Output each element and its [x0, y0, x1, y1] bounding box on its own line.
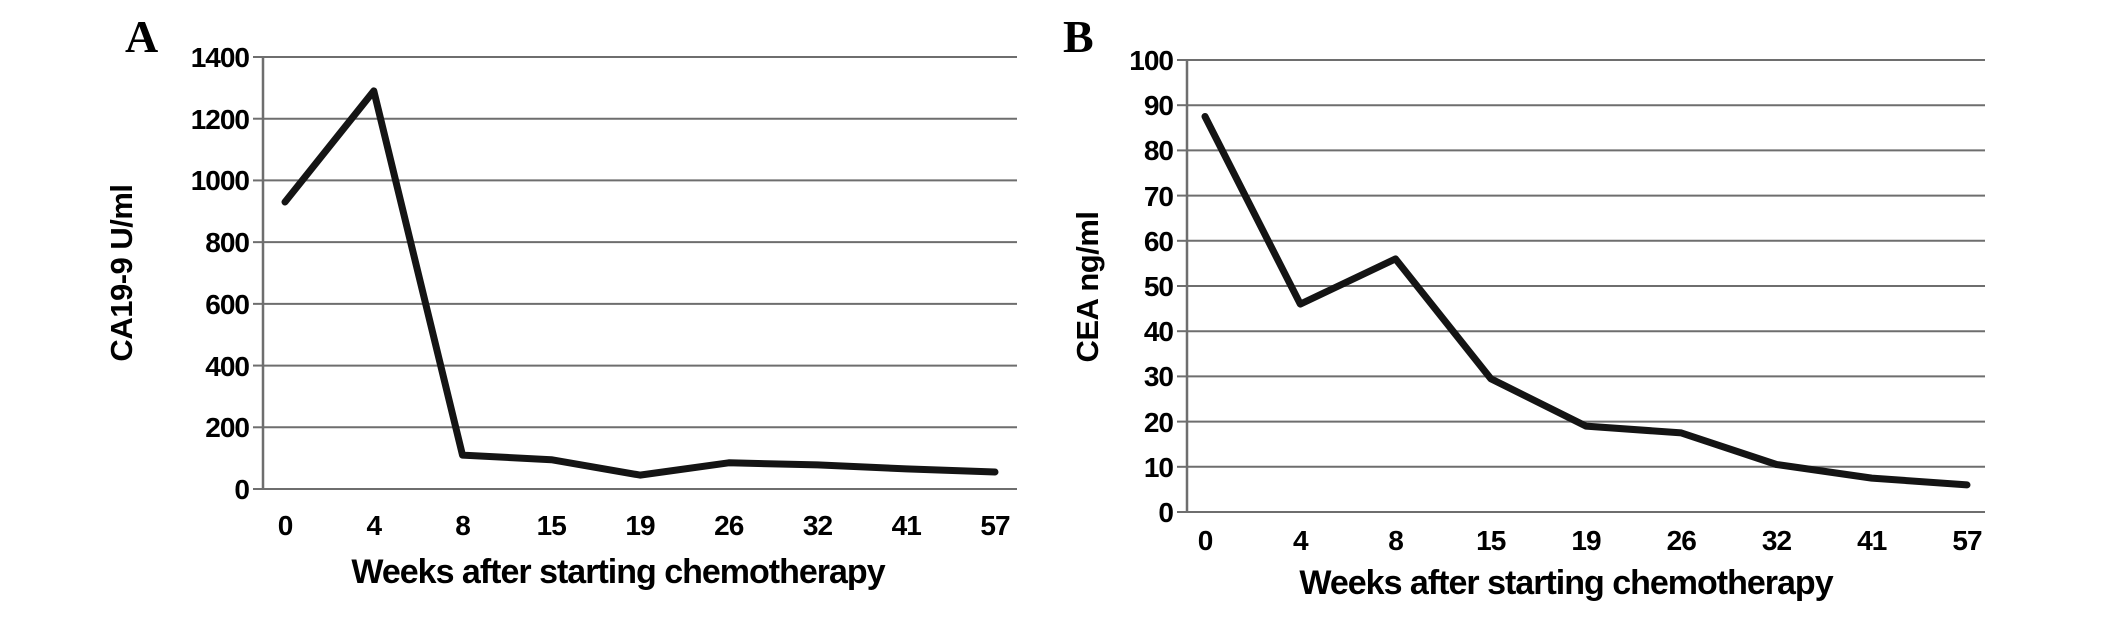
- y-tick-label: 90: [1143, 90, 1174, 122]
- panel-a-letter: A: [125, 11, 159, 62]
- x-tick-label: 15: [1476, 525, 1506, 556]
- x-axis-title-a: Weeks after starting chemotherapy: [351, 553, 885, 591]
- x-tick-label: 41: [891, 510, 922, 541]
- x-tick-label: 8: [1388, 525, 1404, 556]
- y-tick-label: 50: [1143, 271, 1174, 302]
- y-tick-label: 0: [1158, 497, 1174, 528]
- y-tick-label: 800: [205, 227, 250, 259]
- y-tick-label: 1200: [190, 103, 250, 135]
- series-line-b: [1201, 113, 1971, 489]
- x-tick-label: 19: [1571, 525, 1601, 556]
- x-tick-label: 19: [625, 510, 655, 541]
- x-tick-label: 57: [980, 510, 1010, 541]
- x-tick-label: 26: [714, 510, 744, 541]
- x-tick-label: 4: [366, 510, 382, 541]
- panel-b-letter: B: [1063, 11, 1094, 62]
- y-tick-label: 70: [1143, 180, 1174, 212]
- y-tick-label: 80: [1143, 135, 1174, 167]
- x-tick-label: 32: [1761, 525, 1792, 556]
- y-tick-label: 1400: [190, 42, 250, 73]
- x-tick-label: 26: [1666, 525, 1697, 556]
- x-tick-label: 57: [1952, 525, 1982, 556]
- y-tick-label: 20: [1143, 406, 1174, 438]
- y-tick-label: 30: [1143, 361, 1174, 393]
- x-tick-label: 4: [1292, 525, 1309, 556]
- x-axis-title-b: Weeks after starting chemotherapy: [1299, 564, 1833, 602]
- y-tick-label: 0: [234, 474, 250, 505]
- y-tick-label: 1000: [190, 165, 250, 197]
- x-tick-label: 15: [536, 510, 567, 541]
- y-tick-label: 100: [1129, 45, 1174, 76]
- series-line-a: [281, 87, 999, 479]
- x-tick-label: 32: [802, 510, 833, 541]
- x-tick-label: 0: [1197, 525, 1214, 556]
- x-tick-label: 0: [277, 510, 294, 541]
- x-tick-label: 8: [455, 510, 471, 541]
- y-tick-label: 400: [205, 350, 250, 382]
- y-tick-label: 40: [1143, 316, 1174, 348]
- y-tick-label: 600: [205, 288, 250, 320]
- x-tick-label: 41: [1857, 525, 1887, 556]
- y-tick-label: 10: [1143, 451, 1174, 483]
- y-axis-title-ca19-9: CA19-9 U/ml: [104, 184, 139, 362]
- y-tick-label: 60: [1143, 225, 1174, 257]
- y-tick-label: 200: [205, 412, 250, 444]
